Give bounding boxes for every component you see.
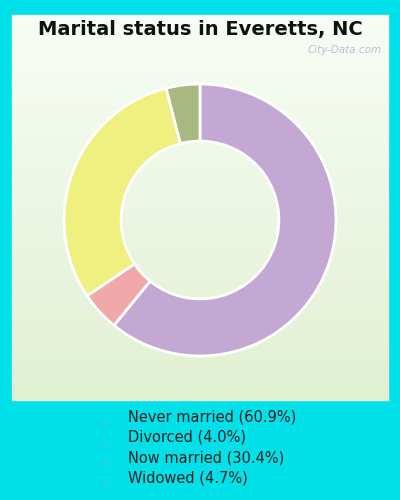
Text: City-Data.com: City-Data.com (308, 45, 382, 55)
Bar (12, 68, 388, 72)
Bar (12, 318, 388, 323)
Bar (12, 371, 388, 376)
Bar (12, 314, 388, 318)
Bar (12, 63, 388, 68)
Bar (12, 184, 388, 188)
Bar (12, 87, 388, 92)
Bar (12, 256, 388, 260)
Bar (12, 78, 388, 82)
Bar (12, 39, 388, 44)
Bar (12, 222, 388, 227)
Wedge shape (87, 264, 150, 326)
Wedge shape (166, 84, 200, 144)
Bar (12, 193, 388, 198)
Bar (12, 376, 388, 381)
Bar (12, 208, 388, 212)
Bar (12, 97, 388, 102)
Bar (12, 116, 388, 121)
Bar (12, 260, 388, 265)
Bar (12, 169, 388, 174)
Bar (12, 212, 388, 217)
Bar (12, 290, 388, 294)
Bar (12, 58, 388, 63)
Bar (12, 366, 388, 371)
Bar (12, 356, 388, 362)
Bar (12, 106, 388, 112)
Bar (12, 275, 388, 280)
Bar (12, 82, 388, 87)
Bar (12, 232, 388, 236)
Bar (12, 304, 388, 308)
Bar (12, 198, 388, 202)
Bar (12, 236, 388, 241)
Bar (12, 284, 388, 290)
Bar (12, 34, 388, 39)
Text: Marital status in Everetts, NC: Marital status in Everetts, NC (38, 20, 362, 39)
Bar (12, 386, 388, 390)
Bar (12, 246, 388, 251)
Bar (12, 381, 388, 386)
Bar (12, 112, 388, 116)
Bar (12, 140, 388, 145)
Bar (12, 332, 388, 338)
Bar (12, 323, 388, 328)
Bar (12, 352, 388, 356)
Bar (12, 347, 388, 352)
Bar (12, 342, 388, 347)
Bar (12, 217, 388, 222)
Bar (12, 15, 388, 20)
Bar (12, 188, 388, 193)
Bar (12, 174, 388, 178)
Bar (12, 145, 388, 150)
Bar (12, 328, 388, 332)
Bar (12, 54, 388, 59)
Bar (12, 20, 388, 24)
Bar (12, 30, 388, 34)
Bar (12, 150, 388, 154)
Wedge shape (64, 88, 180, 296)
Legend: Never married (60.9%), Divorced (4.0%), Now married (30.4%), Widowed (4.7%): Never married (60.9%), Divorced (4.0%), … (104, 410, 296, 485)
Bar (12, 160, 388, 164)
Bar (12, 154, 388, 160)
Bar (12, 270, 388, 275)
Bar (12, 178, 388, 184)
Bar (12, 44, 388, 48)
Wedge shape (114, 84, 336, 356)
Bar (12, 299, 388, 304)
Bar (12, 362, 388, 366)
Bar (12, 227, 388, 232)
Bar (12, 24, 388, 29)
Bar (12, 102, 388, 106)
Bar (12, 48, 388, 54)
Bar (12, 72, 388, 78)
Bar (12, 265, 388, 270)
Bar (12, 130, 388, 136)
Bar (12, 390, 388, 395)
Bar (12, 395, 388, 400)
Bar (12, 308, 388, 314)
Bar (12, 92, 388, 97)
Bar (12, 136, 388, 140)
Bar (12, 121, 388, 126)
Bar (12, 202, 388, 207)
Bar (12, 251, 388, 256)
Bar (12, 280, 388, 284)
Bar (12, 338, 388, 342)
Bar (12, 164, 388, 169)
Bar (12, 294, 388, 299)
Bar (12, 241, 388, 246)
Bar (12, 126, 388, 130)
